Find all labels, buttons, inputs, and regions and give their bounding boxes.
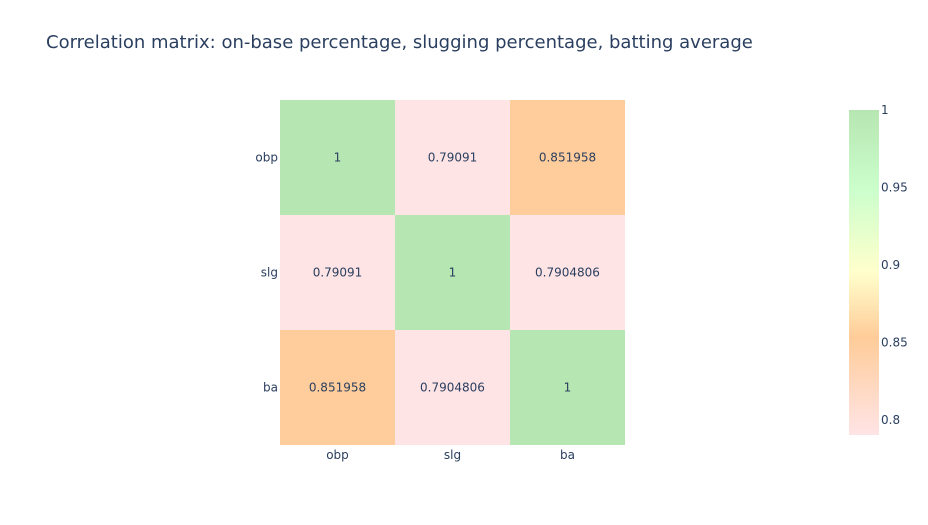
colorbar: 0.8 0.85 0.9 0.95 1 — [849, 103, 908, 435]
heatmap-cell-slg-slg — [395, 215, 510, 330]
cell-value-label: 0.79091 — [313, 266, 363, 280]
heatmap-cell-slg-obp — [280, 215, 395, 330]
heatmap-cell-ba-obp — [280, 330, 395, 445]
x-tick-label: obp — [326, 448, 349, 462]
heatmap-cell-obp-slg — [395, 100, 510, 215]
colorbar-tick-label: 0.95 — [881, 181, 908, 195]
heatmap-cell-obp-obp — [280, 100, 395, 215]
heatmap-cell-ba-ba — [510, 330, 625, 445]
cell-value-label: 1 — [334, 151, 342, 165]
colorbar-tick-label: 0.8 — [881, 413, 900, 427]
y-tick-label: ba — [263, 381, 278, 395]
colorbar-tick-label: 0.85 — [881, 336, 908, 350]
cell-value-label: 0.7904806 — [420, 381, 485, 395]
y-axis-ticks: obp slg ba — [255, 151, 278, 395]
heatmap-cell-obp-ba — [510, 100, 625, 215]
x-tick-label: slg — [444, 448, 461, 462]
colorbar-tick-label: 0.9 — [881, 258, 900, 272]
x-tick-label: ba — [560, 448, 575, 462]
x-axis-ticks: obp slg ba — [326, 448, 575, 462]
heatmap-cells — [280, 100, 625, 445]
y-tick-label: obp — [255, 151, 278, 165]
colorbar-tick-label: 1 — [881, 103, 889, 117]
y-tick-label: slg — [261, 266, 278, 280]
cell-value-label: 0.79091 — [428, 151, 478, 165]
colorbar-gradient — [849, 110, 879, 435]
heatmap-cell-labels: 1 0.79091 0.851958 0.79091 1 0.7904806 0.85195… — [309, 151, 600, 395]
heatmap-cell-ba-slg — [395, 330, 510, 445]
chart-title: Correlation matrix: on-base percentage, … — [46, 32, 753, 53]
cell-value-label: 1 — [449, 266, 457, 280]
colorbar-ticks: 0.8 0.85 0.9 0.95 1 — [881, 103, 908, 427]
cell-value-label: 0.7904806 — [535, 266, 600, 280]
heatmap-cell-slg-ba — [510, 215, 625, 330]
cell-value-label: 1 — [564, 381, 572, 395]
cell-value-label: 0.851958 — [309, 381, 366, 395]
cell-value-label: 0.851958 — [539, 151, 596, 165]
